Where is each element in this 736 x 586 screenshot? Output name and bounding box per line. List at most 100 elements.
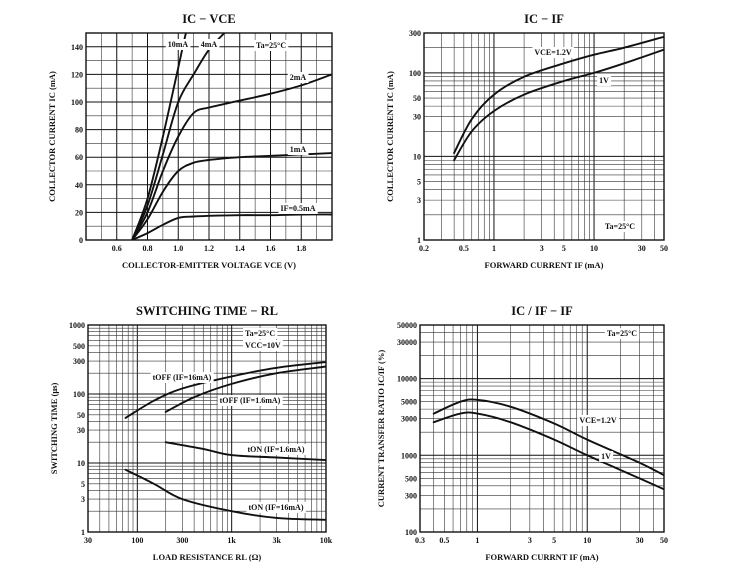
y-axis-label: COLLECTOR CURRENT IC (mA)	[47, 71, 57, 202]
label-mask	[278, 203, 318, 214]
x-tick-label: 10	[583, 536, 591, 545]
x-tick-label: 0.8	[143, 244, 153, 253]
series-line-4	[131, 152, 332, 240]
x-tick-label: 300	[176, 536, 188, 545]
y-tick-label: 5000	[401, 398, 417, 407]
plot-frame	[423, 32, 665, 241]
label-mask	[198, 39, 220, 50]
y-tick-label: 100	[405, 528, 417, 537]
series-label: IF=0.5mA	[281, 204, 316, 213]
chart-title: SWITCHING TIME − RL	[136, 304, 278, 318]
x-axis-label: LOAD RESISTANCE RL (Ω)	[153, 552, 262, 562]
series-lines	[432, 398, 664, 491]
x-tick-label: 3	[540, 244, 544, 253]
series-label: VCE=1.2V	[534, 48, 571, 57]
chart-panel-3: 30 100 300 1k 3k 10k 1 3 5 10 30 50 100 300 500 1000 LOA…	[49, 321, 333, 562]
x-tick-label: 1	[492, 244, 496, 253]
plot-frame	[419, 324, 665, 533]
x-tick-label: 10k	[320, 536, 333, 545]
series-line-5	[131, 213, 332, 240]
chart-title: IC − IF	[524, 12, 564, 26]
x-tick-label: 0.6	[112, 244, 122, 253]
x-axis-label: COLLECTOR-EMITTER VOLTAGE VCE (V)	[122, 260, 296, 270]
x-tick-label: 1.6	[266, 244, 276, 253]
label-mask	[246, 502, 306, 513]
y-tick-label: 30000	[397, 338, 417, 347]
plot-area	[88, 325, 326, 532]
series-label: tOFF (IF=16mA)	[153, 373, 212, 382]
y-tick-label: 50	[413, 94, 421, 103]
series-line-2	[453, 48, 664, 162]
y-tick-label: 5	[81, 480, 85, 489]
y-tick-label: 100	[73, 390, 85, 399]
x-tick-label: 3k	[272, 536, 281, 545]
series-line-2	[432, 411, 664, 491]
y-tick-label: 50000	[397, 321, 417, 330]
y-tick-label: 120	[71, 70, 83, 79]
x-tick-label: 5	[552, 536, 556, 545]
x-tick-label: 1.4	[235, 244, 245, 253]
plot-frame	[87, 324, 327, 533]
label-mask	[287, 144, 309, 155]
x-tick-label: 1.2	[204, 244, 214, 253]
y-tick-label: 80	[75, 126, 83, 135]
label-mask	[604, 328, 640, 339]
label-mask	[150, 372, 214, 383]
x-tick-label: 10	[590, 244, 598, 253]
label-mask	[165, 39, 191, 50]
label-mask	[577, 415, 619, 426]
series-label: 10mA	[168, 40, 189, 49]
series-line-3	[131, 73, 332, 240]
x-tick-label: 0.2	[419, 244, 429, 253]
y-tick-label: 30	[413, 113, 421, 122]
label-mask	[597, 75, 612, 86]
label-mask	[254, 40, 289, 51]
y-axis-label: SWITCHING TIME (μs)	[49, 383, 59, 475]
condition-label: Ta=25°C	[607, 329, 637, 338]
x-tick-label: 50	[660, 536, 668, 545]
y-tick-label: 50	[77, 411, 85, 420]
label-mask	[287, 72, 309, 83]
y-tick-label: 140	[71, 43, 83, 52]
x-axis-label: FORWARD CURRNT IF (mA)	[485, 552, 598, 562]
y-axis-label: COLLECTOR CURRENT IC (mA)	[385, 71, 395, 202]
x-tick-label: 30	[638, 244, 646, 253]
y-tick-label: 10	[77, 459, 85, 468]
y-tick-label: 100	[409, 69, 421, 78]
x-tick-label: 5	[562, 244, 566, 253]
x-tick-label: 1k	[227, 536, 236, 545]
y-tick-label: 3	[81, 495, 85, 504]
label-mask	[599, 451, 614, 462]
y-tick-label: 500	[73, 342, 85, 351]
x-tick-label: 1.8	[296, 244, 306, 253]
plot-area	[424, 33, 664, 240]
y-tick-label: 1	[81, 528, 85, 537]
y-axis-label: CURRENT TRANSFER RATIO IC/IF (%)	[376, 350, 386, 508]
chart-panel-1: 0.6 0.8 1.0 1.2 1.4 1.6 1.8 0 20 40 60 80 100 120 140 C…	[47, 32, 333, 270]
x-tick-label: 3	[528, 536, 532, 545]
condition-label: Ta=25°C	[256, 41, 286, 50]
chart-title: IC − VCE	[182, 12, 235, 26]
series-label: VCE=1.2V	[579, 416, 616, 425]
x-tick-label: 100	[131, 536, 143, 545]
x-tick-label: 0.3	[415, 536, 425, 545]
y-tick-label: 10	[413, 152, 421, 161]
series-label: tON (IF=16mA)	[249, 503, 304, 512]
y-tick-label: 100	[71, 98, 83, 107]
x-axis-label: FORWARD CURRENT IF (mA)	[485, 260, 604, 270]
chart-panel-2: 0.2 0.5 1 3 5 10 30 50 1 3 5 10 30 50 100 300 FORWARD CU…	[385, 29, 668, 270]
y-tick-label: 30	[77, 426, 85, 435]
label-mask	[532, 47, 574, 58]
series-line-1	[453, 35, 664, 154]
label-mask	[602, 221, 638, 232]
chart-title: IC / IF − IF	[511, 304, 573, 318]
series-label: 4mA	[201, 40, 218, 49]
y-tick-label: 20	[75, 208, 83, 217]
condition-label: Ta=25°C	[245, 329, 275, 338]
y-tick-label: 1000	[401, 451, 417, 460]
plot-area	[420, 325, 664, 532]
series-line-4	[124, 468, 326, 521]
y-tick-label: 3000	[401, 415, 417, 424]
x-tick-label: 30	[636, 536, 644, 545]
